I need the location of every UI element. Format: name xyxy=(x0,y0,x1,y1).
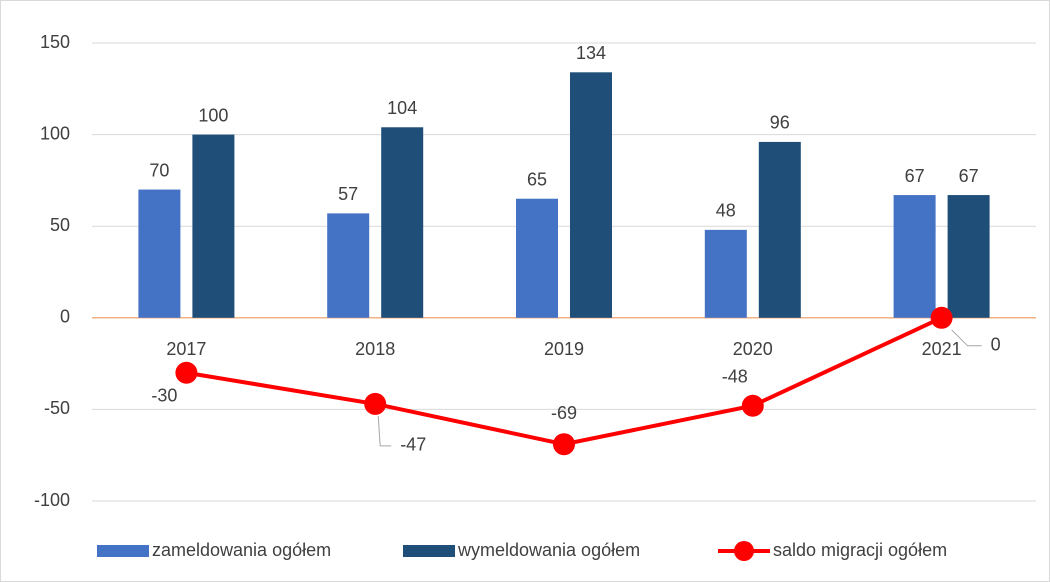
legend-swatch xyxy=(403,545,455,557)
leader-line xyxy=(951,329,982,347)
marker xyxy=(175,361,198,384)
x-tick-label: 2017 xyxy=(166,339,206,359)
data-label: 65 xyxy=(527,169,547,189)
y-tick-label: 0 xyxy=(60,307,70,327)
data-label: -30 xyxy=(151,386,177,406)
y-tick-label: -100 xyxy=(34,490,70,510)
bar xyxy=(138,189,181,318)
legend-swatch xyxy=(97,545,149,557)
bar xyxy=(947,195,990,318)
bar xyxy=(192,134,235,318)
data-label: 67 xyxy=(905,166,925,186)
x-tick-label: 2018 xyxy=(355,339,395,359)
bar xyxy=(516,198,558,318)
x-tick-label: 2021 xyxy=(922,339,962,359)
legend-label: zameldowania ogółem xyxy=(152,540,331,560)
data-label: 100 xyxy=(198,105,228,125)
bar xyxy=(893,195,936,318)
bar xyxy=(758,141,801,318)
legend-swatch xyxy=(734,541,754,561)
data-label: 0 xyxy=(991,335,1001,355)
data-label: 96 xyxy=(770,113,790,133)
y-tick-label: 150 xyxy=(40,32,70,52)
x-tick-label: 2020 xyxy=(733,339,773,359)
data-label: 104 xyxy=(387,98,417,118)
y-tick-label: -50 xyxy=(44,398,70,418)
y-tick-label: 100 xyxy=(40,123,70,143)
marker xyxy=(741,394,764,417)
data-label: 48 xyxy=(716,201,736,221)
marker xyxy=(364,392,387,415)
marker xyxy=(930,306,953,329)
data-label: 70 xyxy=(149,160,169,180)
y-tick-label: 50 xyxy=(50,215,70,235)
leader-line xyxy=(377,415,392,447)
data-label: 57 xyxy=(338,184,358,204)
bar xyxy=(381,127,424,318)
bar xyxy=(704,229,747,318)
x-tick-label: 2019 xyxy=(544,339,584,359)
bar xyxy=(570,72,612,318)
data-label: 67 xyxy=(959,166,979,186)
marker xyxy=(553,433,575,456)
bar xyxy=(327,213,370,318)
legend-label: saldo migracji ogółem xyxy=(773,540,947,560)
data-label: -48 xyxy=(722,366,748,386)
data-label: -69 xyxy=(551,403,577,423)
data-label: -47 xyxy=(400,435,426,455)
legend-label: wymeldowania ogółem xyxy=(457,540,640,560)
data-label: 134 xyxy=(576,43,606,63)
